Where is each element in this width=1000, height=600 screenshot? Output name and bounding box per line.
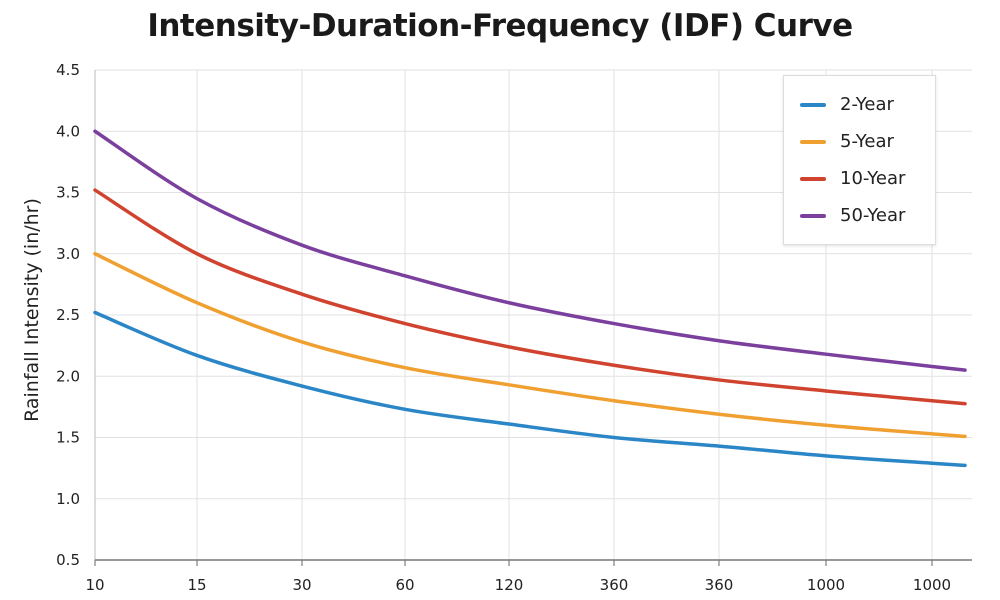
x-tick-label: 10: [85, 576, 104, 594]
legend: 2-Year 5-Year 10-Year 50-Year: [783, 75, 936, 245]
legend-label: 10-Year: [840, 168, 906, 189]
legend-label: 2-Year: [840, 94, 894, 115]
series-line-2-year: [93, 310, 967, 468]
legend-label: 50-Year: [840, 205, 906, 226]
x-tick-label: 1000: [807, 576, 845, 594]
y-tick-label: 0.5: [56, 551, 80, 569]
x-tick-label: 60: [395, 576, 414, 594]
legend-item: 2-Year: [784, 86, 935, 123]
y-tick-label: 1.5: [56, 429, 80, 447]
x-tick-label: 360: [705, 576, 734, 594]
x-tick-label: 1000: [913, 576, 951, 594]
y-tick-label: 2.0: [56, 367, 80, 385]
y-tick-label: 4.5: [56, 61, 80, 79]
series-line-50-year: [93, 129, 967, 372]
y-tick-label: 4.0: [56, 122, 80, 140]
legend-swatch: [800, 139, 826, 144]
legend-item: 50-Year: [784, 197, 935, 234]
series-line-5-year: [93, 252, 967, 439]
y-tick-label: 1.0: [56, 490, 80, 508]
x-tick-label: 30: [292, 576, 311, 594]
y-tick-label: 2.5: [56, 306, 80, 324]
legend-item: 5-Year: [784, 123, 935, 160]
legend-swatch: [800, 176, 826, 181]
x-tick-label: 15: [187, 576, 206, 594]
x-tick-label: 360: [600, 576, 629, 594]
x-tick-label: 120: [495, 576, 524, 594]
legend-label: 5-Year: [840, 131, 894, 152]
legend-swatch: [800, 213, 826, 218]
legend-item: 10-Year: [784, 160, 935, 197]
y-tick-label: 3.5: [56, 184, 80, 202]
legend-swatch: [800, 102, 826, 107]
chart-title: Intensity-Duration-Frequency (IDF) Curve: [147, 8, 853, 44]
series-line-10-year: [93, 188, 967, 406]
y-tick-label: 3.0: [56, 245, 80, 263]
